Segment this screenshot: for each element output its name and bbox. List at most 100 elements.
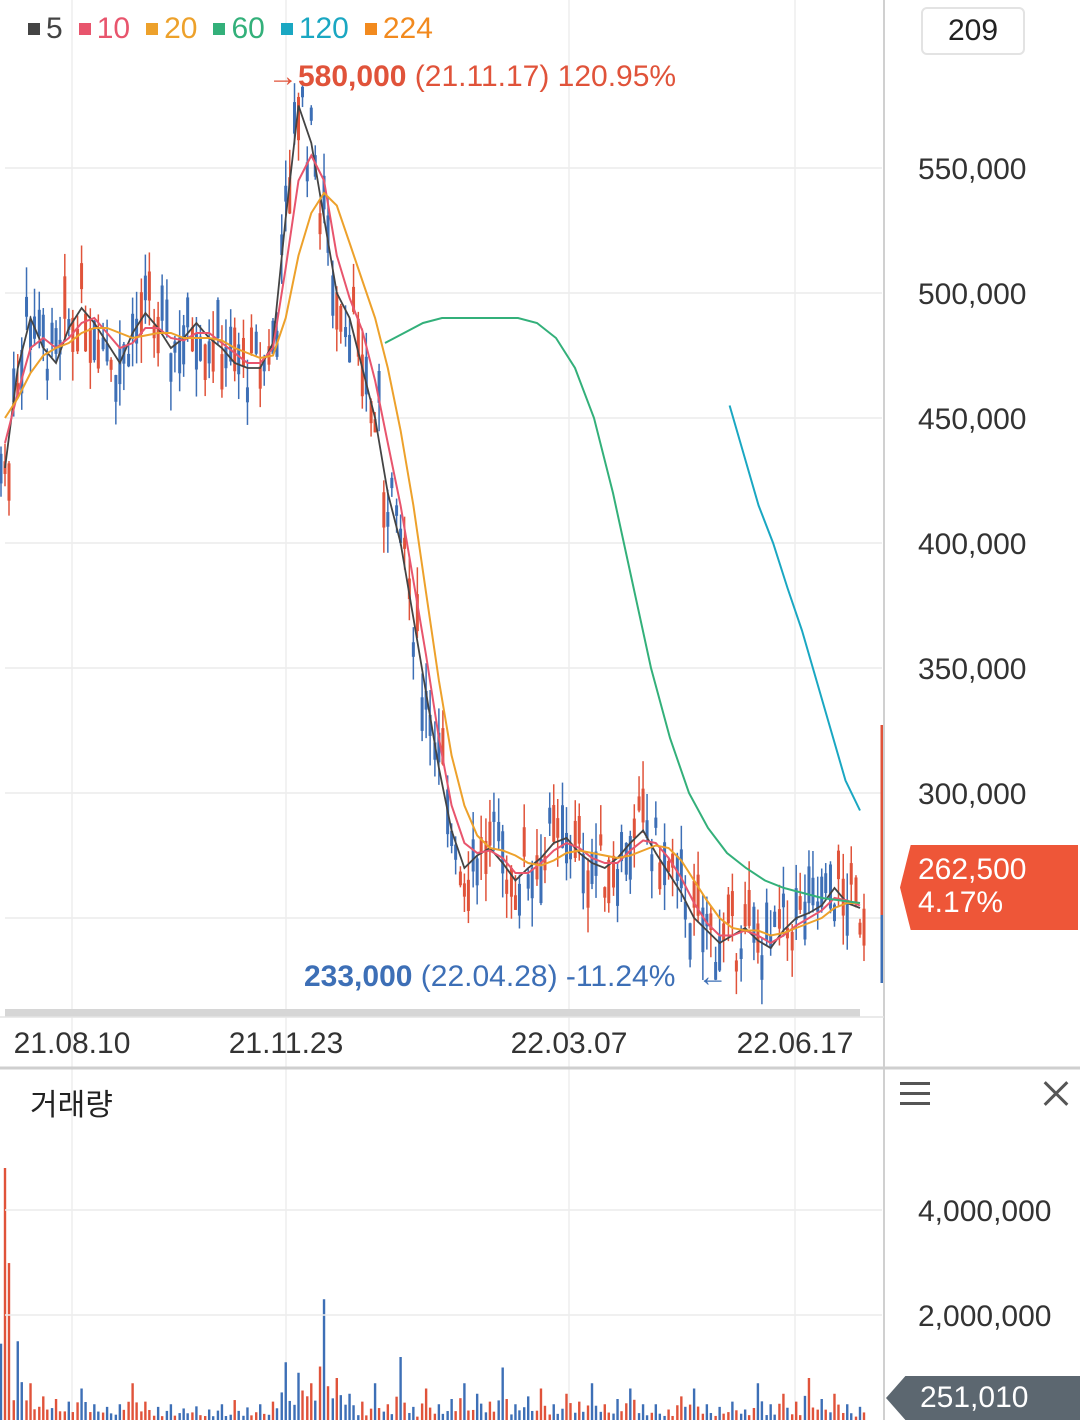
volume-bar[interactable] bbox=[586, 1405, 590, 1420]
volume-bar[interactable] bbox=[420, 1403, 424, 1420]
candle[interactable] bbox=[45, 368, 49, 381]
volume-bar[interactable] bbox=[135, 1402, 138, 1420]
volume-bar[interactable] bbox=[620, 1411, 623, 1420]
candle[interactable] bbox=[331, 275, 335, 316]
volume-bar[interactable] bbox=[365, 1415, 368, 1420]
candle[interactable] bbox=[245, 387, 249, 403]
volume-bar[interactable] bbox=[331, 1398, 334, 1420]
candle[interactable] bbox=[560, 805, 564, 848]
candle[interactable] bbox=[497, 821, 501, 842]
candle[interactable] bbox=[377, 371, 381, 403]
candle[interactable] bbox=[105, 343, 109, 362]
volume-bar[interactable] bbox=[293, 1404, 296, 1420]
candle[interactable] bbox=[739, 948, 743, 959]
candle[interactable] bbox=[790, 931, 794, 951]
candle[interactable] bbox=[620, 832, 624, 862]
volume-bar[interactable] bbox=[3, 1168, 7, 1420]
volume-bar[interactable] bbox=[548, 1414, 551, 1420]
candle[interactable] bbox=[305, 162, 309, 182]
volume-bar[interactable] bbox=[590, 1383, 594, 1420]
volume-bar[interactable] bbox=[310, 1383, 313, 1420]
volume-bar[interactable] bbox=[42, 1396, 45, 1420]
volume-bar[interactable] bbox=[63, 1411, 67, 1420]
volume-bar[interactable] bbox=[93, 1404, 96, 1420]
volume-bar[interactable] bbox=[369, 1408, 373, 1420]
volume-bar[interactable] bbox=[625, 1403, 628, 1420]
volume-bar[interactable] bbox=[709, 1412, 713, 1420]
volume-bar[interactable] bbox=[144, 1401, 147, 1420]
candle[interactable] bbox=[186, 297, 190, 328]
candle[interactable] bbox=[599, 834, 603, 846]
volume-bar[interactable] bbox=[492, 1411, 496, 1420]
volume-bar[interactable] bbox=[246, 1407, 249, 1420]
candle[interactable] bbox=[118, 348, 122, 385]
candle[interactable] bbox=[836, 850, 840, 880]
volume-bar[interactable] bbox=[701, 1413, 705, 1420]
candle[interactable] bbox=[352, 286, 356, 312]
candle[interactable] bbox=[688, 923, 692, 960]
candle[interactable] bbox=[109, 359, 113, 370]
volume-bar[interactable] bbox=[20, 1382, 23, 1420]
close-icon[interactable] bbox=[1038, 1076, 1074, 1112]
candle[interactable] bbox=[513, 895, 517, 910]
volume-bar[interactable] bbox=[220, 1404, 224, 1420]
volume-bar[interactable] bbox=[301, 1390, 304, 1420]
candle[interactable] bbox=[254, 331, 258, 354]
volume-bar[interactable] bbox=[782, 1393, 785, 1420]
volume-bar[interactable] bbox=[275, 1408, 279, 1420]
volume-bar[interactable] bbox=[599, 1411, 602, 1420]
volume-bar[interactable] bbox=[475, 1393, 479, 1420]
candle[interactable] bbox=[224, 346, 228, 369]
candle[interactable] bbox=[407, 578, 411, 600]
candle[interactable] bbox=[169, 353, 173, 382]
volume-bar[interactable] bbox=[479, 1403, 483, 1420]
candle[interactable] bbox=[730, 891, 734, 917]
volume-bar[interactable] bbox=[824, 1409, 827, 1420]
volume-bar[interactable] bbox=[854, 1416, 858, 1420]
volume-bar[interactable] bbox=[722, 1413, 725, 1420]
volume-bar[interactable] bbox=[658, 1413, 662, 1420]
volume-bar[interactable] bbox=[846, 1404, 849, 1420]
candle[interactable] bbox=[369, 401, 373, 424]
volume-bar[interactable] bbox=[390, 1414, 394, 1420]
volume-bar[interactable] bbox=[89, 1412, 92, 1420]
candle[interactable] bbox=[603, 887, 607, 898]
candle[interactable] bbox=[198, 336, 202, 361]
volume-bar[interactable] bbox=[267, 1414, 271, 1420]
volume-bar[interactable] bbox=[454, 1411, 457, 1420]
candle[interactable] bbox=[229, 326, 233, 362]
volume-bar[interactable] bbox=[29, 1383, 32, 1420]
volume-bar[interactable] bbox=[616, 1399, 619, 1420]
candle[interactable] bbox=[233, 327, 237, 372]
volume-bar[interactable] bbox=[514, 1404, 517, 1420]
volume-bar[interactable] bbox=[395, 1396, 398, 1420]
candle[interactable] bbox=[769, 934, 773, 949]
volume-bar[interactable] bbox=[803, 1395, 807, 1420]
volume-bar[interactable] bbox=[263, 1413, 266, 1420]
candle[interactable] bbox=[237, 344, 241, 375]
candle[interactable] bbox=[658, 862, 662, 890]
volume-bar[interactable] bbox=[207, 1409, 211, 1420]
candle[interactable] bbox=[824, 873, 828, 894]
candle[interactable] bbox=[671, 853, 675, 868]
scroll-bar[interactable] bbox=[5, 1009, 860, 1017]
candle[interactable] bbox=[420, 697, 424, 731]
volume-bar[interactable] bbox=[671, 1415, 674, 1420]
volume-bar[interactable] bbox=[654, 1404, 658, 1420]
volume-bar[interactable] bbox=[858, 1406, 862, 1420]
volume-bar[interactable] bbox=[842, 1412, 845, 1420]
volume-bar[interactable] bbox=[684, 1406, 687, 1420]
volume-bar[interactable] bbox=[820, 1399, 823, 1420]
volume-bar[interactable] bbox=[318, 1366, 322, 1420]
candle[interactable] bbox=[675, 855, 679, 881]
volume-bar[interactable] bbox=[191, 1412, 194, 1420]
candle[interactable] bbox=[424, 690, 428, 710]
candle[interactable] bbox=[556, 818, 560, 838]
volume-bar[interactable] bbox=[186, 1413, 189, 1420]
volume-bar[interactable] bbox=[667, 1409, 670, 1420]
volume-bar[interactable] bbox=[97, 1411, 100, 1420]
volume-bar[interactable] bbox=[361, 1401, 364, 1420]
candle[interactable] bbox=[173, 341, 177, 353]
volume-bar[interactable] bbox=[663, 1415, 666, 1420]
candle[interactable] bbox=[645, 820, 649, 839]
